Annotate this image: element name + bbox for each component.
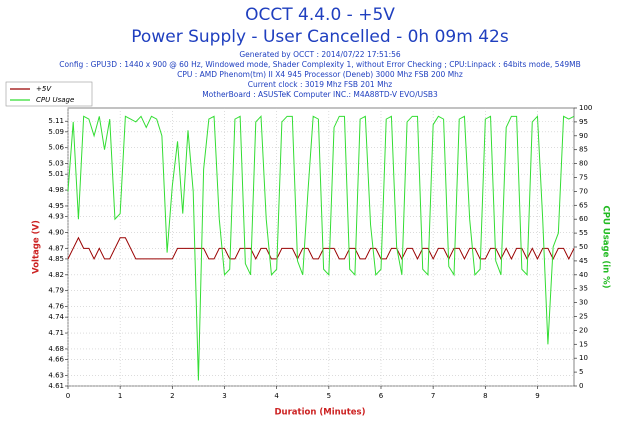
y-tick-label: 4.90	[48, 228, 64, 236]
x-tick-label: 5	[327, 392, 331, 400]
y2-tick-label: 35	[579, 285, 588, 293]
legend-label: CPU Usage	[36, 96, 74, 104]
y2-tick-label: 40	[579, 271, 588, 279]
x-tick-label: 1	[118, 392, 122, 400]
x-axis-label: Duration (Minutes)	[275, 408, 366, 418]
y-tick-label: 5.03	[48, 160, 64, 168]
y-tick-label: 4.71	[48, 329, 64, 337]
info-line: CPU : AMD Phenom(tm) II X4 945 Processor…	[177, 70, 463, 79]
y-tick-label: 4.63	[48, 371, 64, 379]
y-tick-label: 4.98	[48, 186, 64, 194]
y-tick-label: 4.74	[48, 313, 64, 321]
legend-label: +5V	[36, 85, 52, 93]
y-tick-label: 4.87	[48, 244, 64, 252]
y-tick-label: 5.11	[48, 117, 64, 125]
y2-axis-label: CPU Usage (in %)	[601, 205, 611, 288]
y2-tick-label: 20	[579, 326, 588, 334]
y2-tick-label: 100	[579, 104, 592, 112]
chart-subtitle: Power Supply - User Cancelled - 0h 09m 4…	[131, 27, 509, 47]
series-line	[67, 236, 575, 261]
info-line: MotherBoard : ASUSTeK Computer INC.: M4A…	[202, 90, 438, 99]
y2-tick-label: 10	[579, 354, 588, 362]
legend-box	[5, 81, 93, 107]
x-tick-label: 3	[222, 392, 226, 400]
plot-area	[67, 107, 575, 387]
y2-tick-label: 90	[579, 132, 588, 140]
y2-tick-label: 30	[579, 299, 588, 307]
series-line	[67, 115, 575, 381]
y-tick-label: 4.82	[48, 271, 64, 279]
y-tick-label: 4.66	[48, 356, 64, 364]
y-tick-label: 4.93	[48, 213, 64, 221]
y-tick-label: 5.06	[48, 144, 64, 152]
y2-tick-label: 70	[579, 187, 588, 195]
info-line: Generated by OCCT : 2014/07/22 17:51:56	[239, 50, 401, 59]
info-line: Config : GPU3D : 1440 x 900 @ 60 Hz, Win…	[59, 60, 580, 69]
x-tick-label: 9	[535, 392, 539, 400]
y2-tick-label: 45	[579, 257, 588, 265]
x-tick-label: 0	[66, 392, 70, 400]
y2-tick-label: 0	[579, 382, 583, 390]
x-tick-label: 4	[274, 392, 279, 400]
y-tick-label: 4.79	[48, 287, 64, 295]
y2-tick-label: 25	[579, 313, 588, 321]
y2-tick-label: 85	[579, 146, 588, 154]
y-tick-label: 5.01	[48, 170, 64, 178]
y2-tick-label: 15	[579, 340, 588, 348]
y2-tick-label: 75	[579, 174, 588, 182]
x-tick-label: 7	[431, 392, 435, 400]
x-tick-label: 8	[483, 392, 487, 400]
y-tick-label: 4.61	[48, 382, 64, 390]
y-tick-label: 4.85	[48, 255, 64, 263]
y2-tick-label: 50	[579, 243, 588, 251]
y-axis-label: Voltage (V)	[32, 220, 42, 274]
y-tick-label: 4.95	[48, 202, 64, 210]
y2-tick-label: 95	[579, 118, 588, 126]
chart-title: OCCT 4.4.0 - +5V	[245, 5, 395, 25]
y2-tick-label: 5	[579, 368, 583, 376]
info-line: Current clock : 3019 Mhz FSB 201 Mhz	[248, 80, 393, 89]
x-tick-label: 2	[170, 392, 174, 400]
y-tick-label: 5.09	[48, 128, 64, 136]
x-tick-label: 6	[379, 392, 384, 400]
y-tick-label: 4.76	[48, 303, 64, 311]
y2-tick-label: 60	[579, 215, 588, 223]
y2-tick-label: 65	[579, 201, 588, 209]
y-tick-label: 4.68	[48, 345, 64, 353]
y2-tick-label: 55	[579, 229, 588, 237]
y2-tick-label: 80	[579, 160, 588, 168]
